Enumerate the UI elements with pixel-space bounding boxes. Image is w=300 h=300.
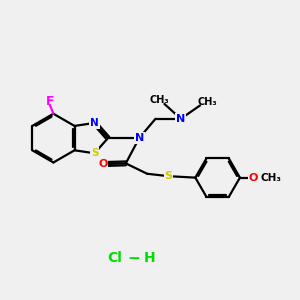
Text: H: H [144, 251, 156, 266]
Text: −: − [127, 251, 140, 266]
Text: S: S [165, 171, 172, 181]
Text: N: N [134, 133, 144, 143]
Text: N: N [90, 118, 99, 128]
Text: CH₃: CH₃ [261, 172, 282, 183]
Text: CH₃: CH₃ [150, 95, 169, 105]
Text: F: F [46, 95, 54, 108]
Text: Cl: Cl [107, 251, 122, 266]
Text: S: S [91, 148, 98, 158]
Text: O: O [249, 172, 258, 183]
Text: CH₃: CH₃ [197, 97, 217, 107]
Text: N: N [176, 114, 185, 124]
Text: O: O [98, 159, 108, 169]
